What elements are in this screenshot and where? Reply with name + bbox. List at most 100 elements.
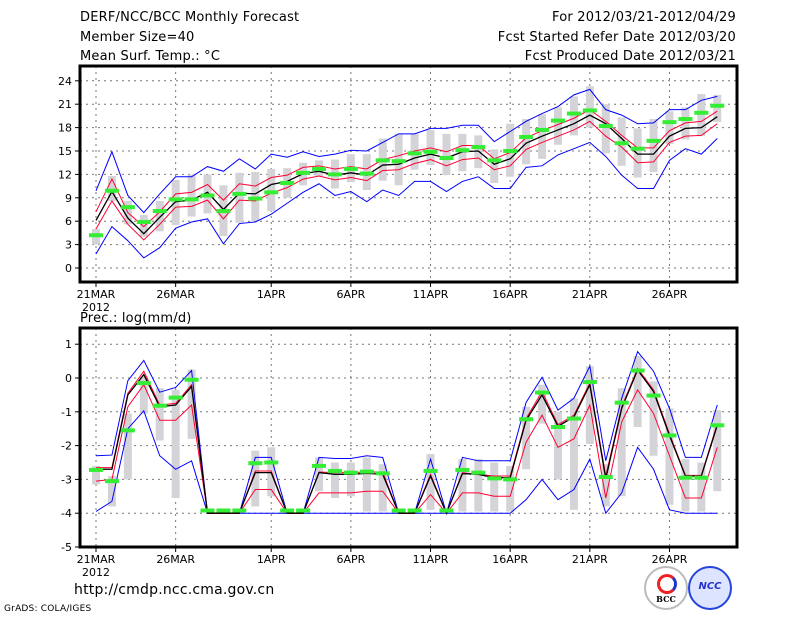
- ensemble-range-box: [139, 214, 148, 237]
- ensemble-mean-line: [95, 114, 718, 235]
- ensemble-range-box: [378, 464, 387, 512]
- observed-marker: [471, 145, 486, 150]
- ensemble-range-box: [713, 410, 722, 492]
- observed-marker: [678, 475, 693, 480]
- observed-marker: [503, 477, 518, 482]
- ensemble-range-box: [235, 172, 244, 223]
- ensemble-range-box: [569, 96, 578, 136]
- ensemble-range-box: [187, 174, 196, 217]
- y-tick-label: -1: [61, 406, 72, 419]
- ensemble-range-box: [697, 462, 706, 512]
- ensemble-range-box: [330, 462, 339, 498]
- ncc-logo: NCC: [688, 566, 732, 610]
- observed-marker: [375, 158, 390, 163]
- observed-marker: [152, 209, 167, 214]
- observed-marker: [455, 148, 470, 153]
- ensemble-range-box: [522, 406, 531, 470]
- ensemble-range-box: [107, 175, 116, 201]
- ensemble-range-box: [92, 465, 100, 485]
- ensemble-mean-line: [96, 368, 718, 515]
- ensemble-range-box: [139, 376, 148, 414]
- y-tick-label: -4: [61, 507, 72, 520]
- y-tick-label: 15: [58, 145, 72, 158]
- ensemble-range-box: [569, 398, 578, 510]
- observed-marker: [280, 508, 295, 513]
- year-label: 2012: [82, 566, 110, 579]
- ensemble-min-line: [95, 138, 718, 259]
- observed-marker: [120, 205, 135, 210]
- observed-marker: [136, 219, 151, 224]
- ensemble-range-box: [665, 111, 674, 144]
- ensemble-range-box: [697, 94, 706, 137]
- member-size: Member Size=40: [80, 30, 195, 45]
- ensemble-range-box: [155, 388, 164, 441]
- observed-marker: [550, 118, 565, 123]
- observed-marker: [598, 475, 613, 480]
- observed-marker: [200, 508, 215, 513]
- ensemble-range-box: [585, 86, 594, 128]
- y-tick-label: -5: [61, 541, 72, 554]
- observed-marker: [391, 508, 406, 513]
- observed-marker: [184, 197, 199, 202]
- observed-marker: [104, 188, 119, 193]
- observed-marker: [280, 180, 295, 185]
- observed-marker: [503, 149, 518, 153]
- observed-marker: [710, 423, 725, 428]
- x-tick-label: 1APR: [257, 288, 286, 301]
- year-label: 2012: [82, 301, 110, 314]
- x-tick-label: 6APR: [336, 288, 365, 301]
- y-tick-label: -2: [61, 440, 72, 453]
- observed-marker: [535, 127, 550, 132]
- ensemble-range-box: [107, 476, 116, 507]
- observed-marker: [519, 134, 534, 139]
- observed-marker: [359, 469, 374, 474]
- observed-marker: [598, 124, 613, 129]
- top-chart-variable: Mean Surf. Temp.: °C: [80, 49, 221, 64]
- x-tick-label: 16APR: [492, 288, 528, 301]
- spread-lower-line: [95, 120, 718, 241]
- ensemble-range-box: [617, 388, 626, 497]
- observed-marker: [614, 141, 629, 146]
- x-tick-label: 26APR: [652, 553, 688, 566]
- ensemble-range-box: [474, 459, 483, 512]
- observed-marker: [550, 425, 565, 430]
- ensemble-range-box: [458, 459, 467, 512]
- y-tick-label: 1: [65, 338, 72, 351]
- observed-marker: [630, 368, 645, 373]
- ensemble-range-box: [553, 411, 562, 480]
- forecast-produced-date: Fcst Produced Date 2012/03/21: [524, 49, 736, 64]
- x-tick-label: 11APR: [413, 288, 449, 301]
- observed-marker: [423, 468, 438, 473]
- observed-marker: [582, 380, 597, 385]
- website-url[interactable]: http://cmdp.ncc.cma.gov.cn: [74, 582, 275, 598]
- ensemble-range-box: [649, 119, 658, 173]
- ensemble-range-box: [601, 104, 610, 154]
- ensemble-range-box: [458, 133, 467, 172]
- observed-marker: [694, 110, 709, 115]
- observed-marker: [216, 209, 231, 214]
- observed-marker: [89, 233, 103, 238]
- y-tick-label: 6: [65, 215, 72, 228]
- bcc-logo-text: BCC: [656, 594, 676, 604]
- ensemble-range-box: [649, 381, 658, 456]
- ensemble-range-box: [490, 149, 499, 183]
- observed-marker: [168, 395, 183, 400]
- observed-marker: [232, 191, 247, 196]
- observed-marker: [582, 108, 597, 113]
- observed-marker: [216, 508, 231, 513]
- observed-marker: [566, 111, 581, 116]
- observed-marker: [327, 172, 342, 177]
- ensemble-range-box: [601, 464, 610, 507]
- x-tick-label: 26MAR: [156, 553, 195, 566]
- ncc-logo-text: NCC: [698, 581, 722, 592]
- observed-marker: [312, 166, 327, 171]
- forecast-start-date: Fcst Started Refer Date 2012/03/20: [497, 30, 736, 45]
- observed-marker: [662, 120, 677, 125]
- bcc-logo: BCC: [644, 566, 688, 610]
- ensemble-range-box: [251, 450, 260, 507]
- observed-marker: [327, 468, 342, 473]
- x-tick-label: 16APR: [492, 553, 528, 566]
- bcc-emblem-icon: [657, 574, 677, 594]
- x-tick-label: 11APR: [413, 553, 449, 566]
